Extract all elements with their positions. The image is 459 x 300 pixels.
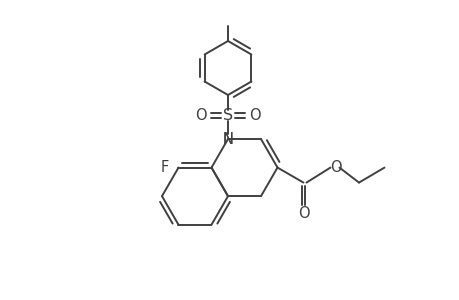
Text: O: O: [249, 107, 260, 122]
Text: O: O: [297, 206, 308, 220]
Text: O: O: [195, 107, 207, 122]
Text: S: S: [223, 107, 233, 122]
Text: O: O: [329, 160, 341, 175]
Text: F: F: [160, 160, 168, 175]
Text: N: N: [222, 131, 233, 146]
Text: N: N: [222, 131, 233, 146]
